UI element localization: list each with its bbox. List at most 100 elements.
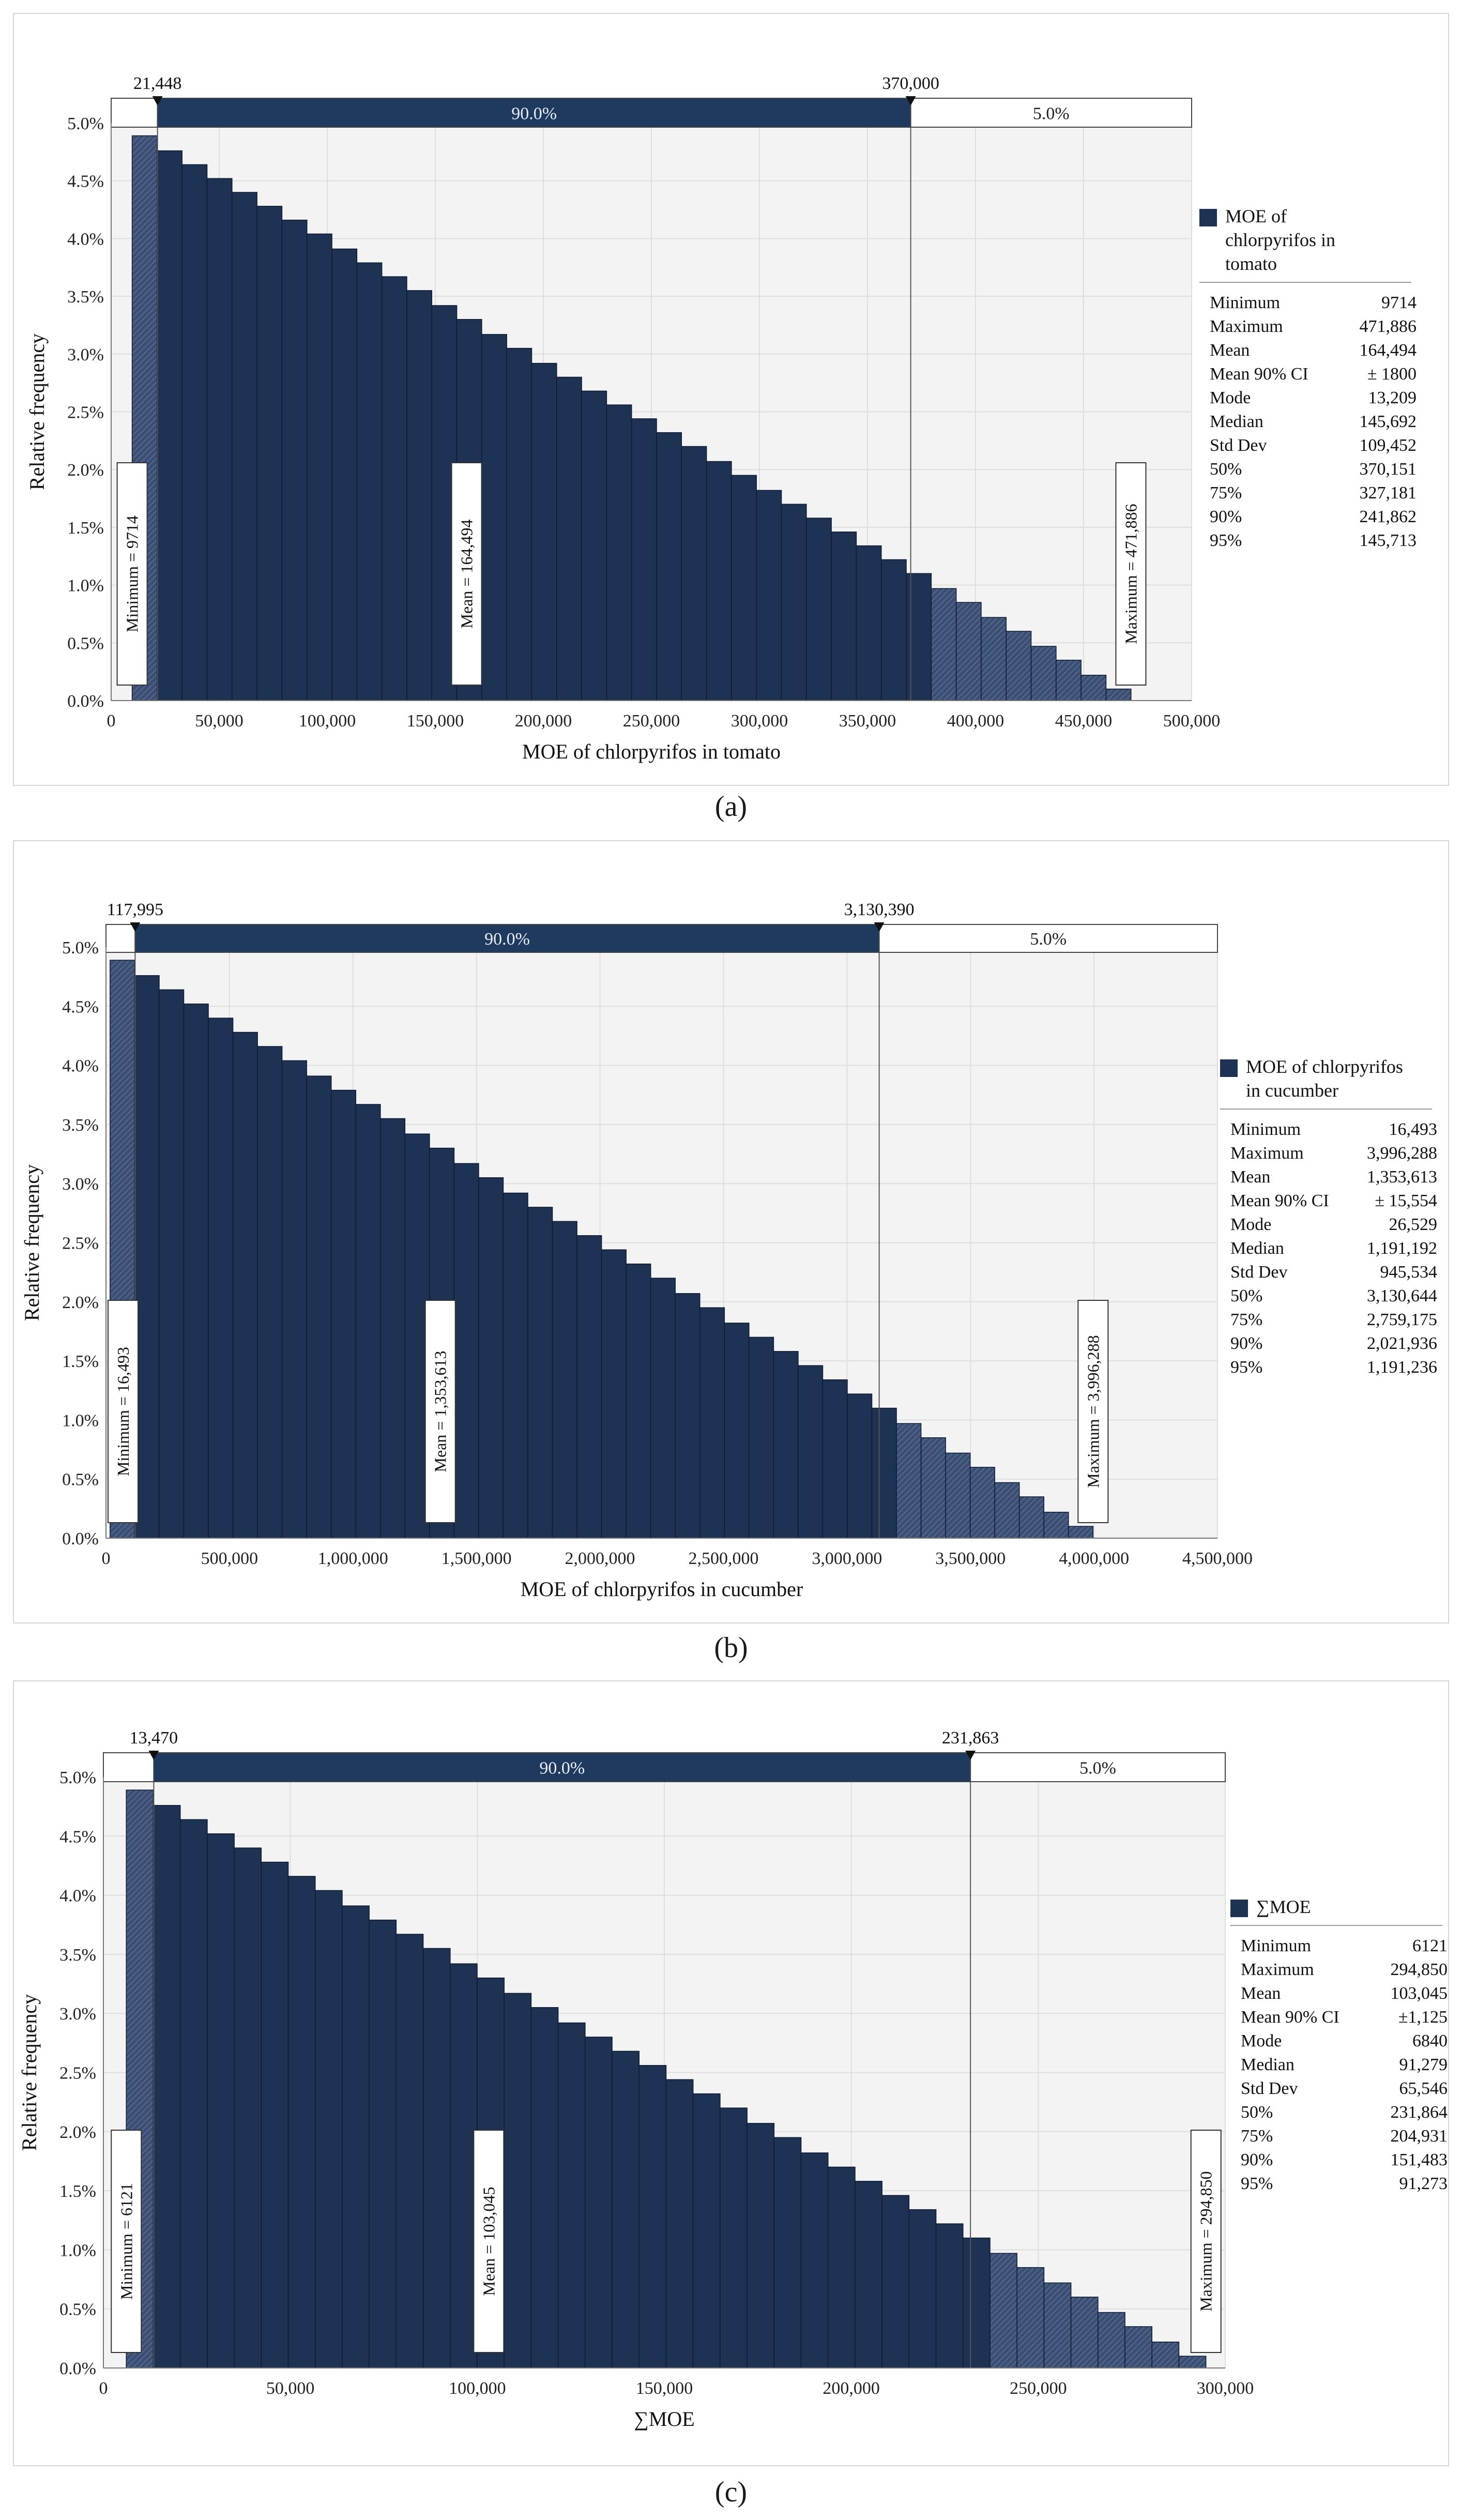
legend-title: chlorpyrifos in (1225, 230, 1335, 250)
band-lower-marker-icon (130, 922, 141, 932)
x-tick-label: 400,000 (947, 711, 1004, 731)
x-tick-label: 1,000,000 (318, 1549, 388, 1568)
histogram-bar (502, 1192, 528, 1539)
legend-stat-value: 26,529 (1389, 1215, 1438, 1234)
band-middle-label: 90.0% (539, 1758, 585, 1778)
x-tick-label: 0 (102, 1549, 111, 1568)
legend-stat-name: 90% (1210, 507, 1242, 526)
x-tick-label: 450,000 (1055, 711, 1113, 731)
x-tick-label: 50,000 (266, 2379, 315, 2398)
band-lower-value-label: 21,448 (133, 74, 182, 93)
legend-stat-value: 3,130,644 (1367, 1286, 1437, 1305)
legend-swatch (1230, 1900, 1248, 1917)
y-tick-label: 1.5% (62, 1352, 99, 1371)
band-right-segment (910, 98, 1192, 128)
legend-stat-value: 9714 (1381, 293, 1417, 312)
x-tick-label: 250,000 (623, 711, 680, 731)
y-axis-title: Relative frequency (25, 333, 49, 490)
histogram-bar (656, 432, 682, 701)
legend-stat-value: 103,045 (1391, 1984, 1448, 2003)
marker-label: Minimum = 6121 (117, 2183, 135, 2300)
histogram-bar (612, 2051, 640, 2369)
marker-label: Maximum = 294,850 (1197, 2171, 1215, 2311)
histogram-bar (963, 2237, 991, 2369)
histogram-bar (881, 2195, 910, 2369)
histogram-bar (406, 290, 433, 701)
legend-title: ∑MOE (1256, 1896, 1311, 1917)
marker-label: Mean = 103,045 (479, 2187, 498, 2296)
legend-stat-value: ± 1800 (1367, 365, 1417, 384)
histogram-bar (871, 1407, 897, 1539)
histogram-bar (855, 2181, 882, 2369)
y-tick-label: 4.0% (59, 1887, 96, 1906)
x-tick-label: 350,000 (839, 711, 896, 731)
legend-stat-name: Minimum (1241, 1936, 1311, 1955)
legend-stat-value: 164,494 (1360, 341, 1417, 360)
caption-label: (a) (714, 791, 748, 823)
x-tick-label: 0 (107, 711, 116, 731)
y-tick-label: 1.0% (67, 576, 104, 596)
histogram-bar (306, 233, 332, 701)
marker-box (424, 1300, 456, 1523)
histogram-bar (806, 518, 832, 701)
x-tick-label: 250,000 (1010, 2379, 1067, 2398)
legend-stat-value: 13,209 (1368, 388, 1417, 407)
y-tick-label: 5.0% (62, 938, 99, 958)
histogram-bar (234, 1847, 262, 2369)
band-upper-value-label: 370,000 (882, 74, 939, 93)
legend-stat-value: 1,191,192 (1367, 1239, 1437, 1258)
band-middle-label: 90.0% (511, 104, 557, 123)
histogram-bar (355, 1104, 381, 1539)
y-tick-label: 4.5% (59, 1827, 96, 1846)
histogram-bar (157, 150, 182, 701)
histogram-bar (556, 376, 582, 701)
histogram-bar (822, 1379, 848, 1539)
histogram-bar (576, 1235, 602, 1539)
histogram-bar (183, 1003, 209, 1539)
histogram-bar (153, 1805, 181, 2369)
legend-stat-value: 145,692 (1360, 412, 1417, 431)
histogram-bar (261, 1861, 289, 2369)
histogram-bar (159, 989, 185, 1539)
legend-stat-name: Median (1241, 2055, 1295, 2074)
histogram-bar (504, 1993, 532, 2369)
legend: ∑MOE Minimum 6121 Maximum 294,850 Mean 103,045… (1230, 1896, 1448, 2193)
x-tick-label: 300,000 (731, 711, 788, 731)
legend-stat-value: 294,850 (1391, 1960, 1448, 1979)
marker-box (1077, 1300, 1109, 1523)
legend-stat-value: 1,191,236 (1367, 1358, 1437, 1377)
histogram-bar (601, 1249, 627, 1539)
legend-stat-name: Std Dev (1230, 1263, 1288, 1282)
histogram-bar (585, 2037, 613, 2369)
histogram-bar (1151, 2341, 1180, 2369)
legend-stat-value: 3,996,288 (1367, 1144, 1437, 1163)
band-middle-segment (134, 924, 880, 953)
y-tick-label: 3.0% (62, 1175, 99, 1194)
legend-title: tomato (1225, 253, 1277, 274)
legend-stat-name: Minimum (1210, 293, 1280, 312)
histogram-bar (1030, 646, 1057, 701)
legend-stat-name: Std Dev (1210, 436, 1267, 455)
x-tick-label: 200,000 (823, 2379, 880, 2398)
legend-stat-name: Mode (1230, 1215, 1271, 1234)
legend-stat-name: 50% (1230, 1286, 1262, 1305)
legend-stat-value: 471,886 (1360, 317, 1417, 336)
histogram-bar (179, 1819, 208, 2369)
histogram-bar (631, 418, 657, 701)
y-axis-title: Relative frequency (20, 1164, 43, 1321)
marker-box (451, 462, 482, 686)
legend-stat-name: 95% (1241, 2174, 1273, 2193)
y-tick-label: 2.5% (59, 2064, 96, 2083)
marker-label: Mean = 164,494 (458, 520, 476, 629)
histogram-bar (306, 1075, 332, 1539)
histogram-bar (450, 1963, 478, 2369)
histogram-bar (969, 1467, 995, 1539)
histogram-bar (232, 1031, 258, 1539)
histogram-bar (981, 617, 1007, 701)
band-upper-marker-icon (905, 96, 916, 105)
histogram-bar (1070, 2297, 1099, 2369)
legend-stat-name: 90% (1241, 2150, 1273, 2169)
legend-stat-name: Median (1230, 1239, 1284, 1258)
legend-stat-value: 2,759,175 (1367, 1310, 1437, 1329)
marker-box (116, 462, 148, 686)
